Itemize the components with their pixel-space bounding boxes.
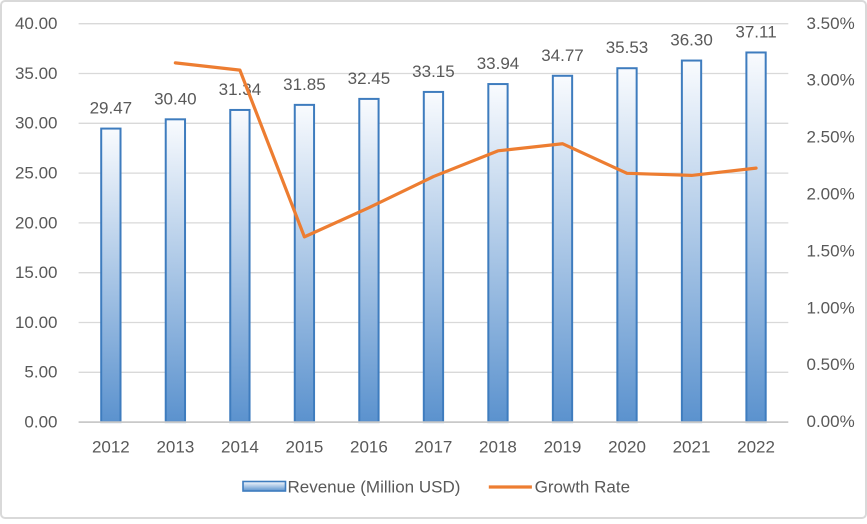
svg-text:2016: 2016 <box>350 437 388 456</box>
svg-text:40.00: 40.00 <box>15 14 58 33</box>
svg-text:1.50%: 1.50% <box>807 241 855 260</box>
svg-text:2015: 2015 <box>285 437 323 456</box>
svg-text:0.50%: 0.50% <box>807 355 855 374</box>
svg-text:2022: 2022 <box>737 437 775 456</box>
svg-text:2017: 2017 <box>415 437 453 456</box>
svg-text:3.00%: 3.00% <box>807 71 855 90</box>
svg-text:0.00%: 0.00% <box>807 412 855 431</box>
svg-text:25.00: 25.00 <box>15 164 58 183</box>
svg-text:1.00%: 1.00% <box>807 298 855 317</box>
svg-text:36.30: 36.30 <box>670 31 713 50</box>
svg-text:30.40: 30.40 <box>154 89 197 108</box>
svg-text:2.00%: 2.00% <box>807 185 855 204</box>
svg-text:2012: 2012 <box>92 437 130 456</box>
svg-text:Growth Rate: Growth Rate <box>535 478 630 497</box>
svg-text:15.00: 15.00 <box>15 263 58 282</box>
svg-text:35.00: 35.00 <box>15 64 58 83</box>
svg-text:29.47: 29.47 <box>90 99 133 118</box>
svg-text:37.11: 37.11 <box>735 23 776 42</box>
svg-text:Revenue (Million USD): Revenue (Million USD) <box>288 478 461 497</box>
svg-text:35.53: 35.53 <box>606 38 649 57</box>
svg-text:33.15: 33.15 <box>412 62 455 81</box>
svg-text:32.45: 32.45 <box>348 69 391 88</box>
svg-text:0.00: 0.00 <box>24 412 57 431</box>
svg-text:10.00: 10.00 <box>15 313 58 332</box>
svg-text:30.00: 30.00 <box>15 114 58 133</box>
svg-text:2.50%: 2.50% <box>807 128 855 147</box>
svg-text:20.00: 20.00 <box>15 213 58 232</box>
svg-text:2021: 2021 <box>673 437 711 456</box>
svg-text:2018: 2018 <box>479 437 517 456</box>
svg-text:2020: 2020 <box>608 437 646 456</box>
svg-text:31.85: 31.85 <box>283 75 326 94</box>
svg-text:31.34: 31.34 <box>219 80 262 99</box>
svg-text:3.50%: 3.50% <box>807 14 855 33</box>
svg-text:5.00: 5.00 <box>24 363 57 382</box>
svg-text:33.94: 33.94 <box>477 54 520 73</box>
svg-text:2019: 2019 <box>544 437 582 456</box>
svg-text:2014: 2014 <box>221 437 259 456</box>
svg-text:34.77: 34.77 <box>541 46 584 65</box>
svg-text:2013: 2013 <box>156 437 194 456</box>
